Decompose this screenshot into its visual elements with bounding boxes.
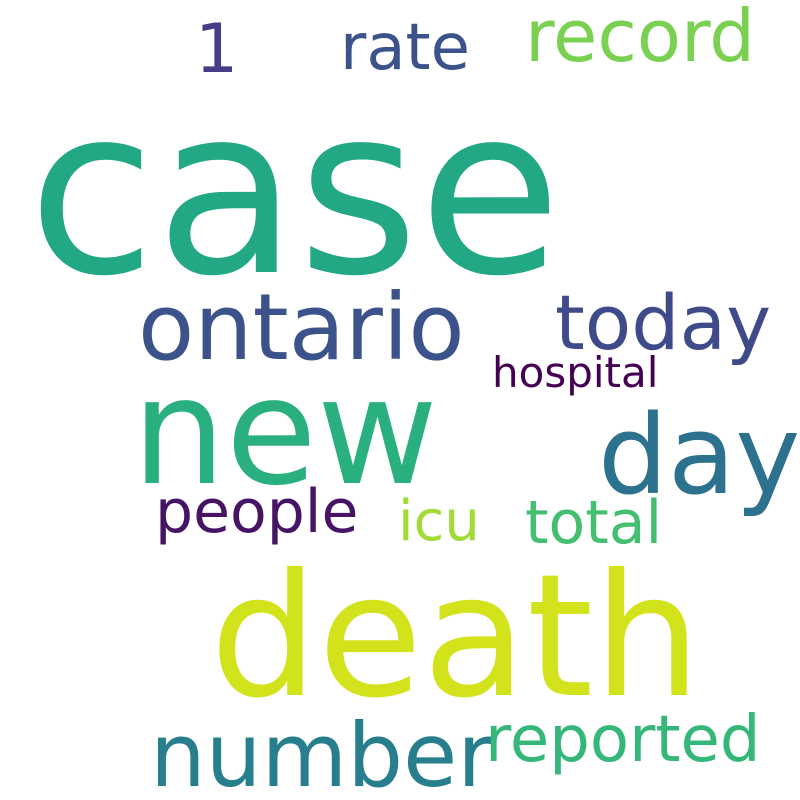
word-number: number (150, 704, 494, 800)
word-ontario: ontario (138, 274, 465, 381)
word-case: case (28, 57, 562, 327)
word-icu: icu (398, 489, 480, 554)
word-new: new (132, 346, 438, 518)
word-one: 1 (195, 10, 239, 89)
word-total: total (525, 488, 663, 558)
word-death: death (210, 538, 702, 736)
word-record: record (525, 0, 755, 78)
word-rate: rate (340, 11, 470, 85)
word-day: day (598, 390, 800, 520)
word-hospital: hospital (492, 348, 659, 397)
word-reported: reported (485, 703, 761, 777)
word-people: people (155, 477, 359, 547)
word-today: today (555, 278, 772, 367)
